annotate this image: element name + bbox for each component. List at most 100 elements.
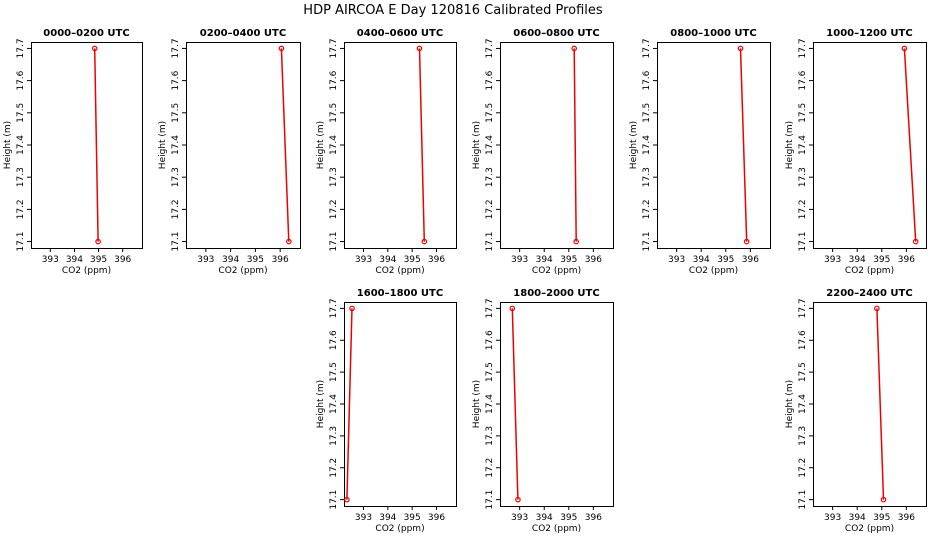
y-tick-label: 17.4 [485,135,495,155]
x-axis-label: CO2 (ppm) [62,266,111,276]
y-tick-label: 17.4 [16,135,26,155]
y-tick-label: 17.3 [16,167,26,187]
profile-panel: 0600–0800 UTC 393 394 395 396 17.1 17.2 17.3 17.… [472,28,614,276]
y-tick-label: 17.1 [798,232,808,252]
plot-frame [813,42,927,249]
y-tick-label: 17.5 [16,103,26,123]
x-tick-label: 393 [824,255,841,265]
y-tick-label: 17.3 [329,426,339,446]
panel-title: 0800–1000 UTC [670,28,756,39]
y-tick-label: 17.6 [485,330,495,350]
profile-line [93,48,99,242]
data-point [573,238,579,245]
profile-line [418,48,426,242]
x-axis-label: CO2 (ppm) [375,524,424,534]
data-point [880,496,887,503]
y-tick-label: 17.6 [329,70,339,90]
x-tick-label: 395 [560,255,577,265]
profile-line [511,308,519,500]
x-tick-label: 393 [511,255,528,265]
x-axis-label: CO2 (ppm) [845,266,894,276]
y-axis-label: Height (m) [3,121,13,169]
panel-title: 1000–1200 UTC [826,28,912,39]
data-point [912,238,919,245]
y-tick-label: 17.6 [798,70,808,90]
x-tick-label: 393 [668,255,685,265]
y-tick-label: 17.1 [642,232,652,252]
plot-frame [344,42,457,249]
data-point [515,496,521,503]
x-tick-label: 393 [824,513,841,523]
x-tick-label: 396 [272,255,289,265]
x-tick-label: 396 [585,255,602,265]
profile-line [573,48,577,242]
x-tick-label: 396 [114,255,131,265]
x-tick-label: 395 [560,513,577,523]
profile-line [280,48,290,242]
x-tick-label: 393 [197,255,214,265]
x-tick-label: 393 [42,255,59,265]
profile-panel: 0000–0200 UTC 393 394 395 396 17.1 17.2 17.3 17.… [3,28,143,276]
panel-title: 0200–0400 UTC [200,28,286,39]
y-tick-label: 17.2 [798,199,808,219]
x-axis-label: CO2 (ppm) [845,524,894,534]
y-tick-label: 17.5 [798,362,808,382]
x-tick-label: 395 [873,255,890,265]
plot-frame [31,42,143,249]
data-point [571,45,577,52]
y-tick-label: 17.3 [642,167,652,187]
x-tick-label: 394 [849,513,866,523]
y-tick-label: 17.3 [329,167,339,187]
data-point [286,238,292,245]
y-axis-label: Height (m) [472,380,482,428]
y-tick-label: 17.2 [171,199,181,219]
data-point [95,238,101,245]
x-tick-label: 395 [90,255,107,265]
y-tick-label: 17.2 [798,458,808,478]
x-tick-label: 393 [355,255,372,265]
profile-panel: 1800–2000 UTC 393 394 395 396 17.1 17.2 17.3 17.… [472,288,614,534]
y-tick-label: 17.7 [798,38,808,58]
plot-frame [186,42,301,249]
y-tick-label: 17.5 [642,103,652,123]
y-tick-label: 17.1 [485,232,495,252]
data-point [874,305,880,312]
y-tick-label: 17.4 [485,394,495,414]
y-tick-label: 17.4 [798,394,808,414]
x-tick-label: 396 [428,255,445,265]
x-tick-label: 394 [66,255,83,265]
y-axis-label: Height (m) [785,380,795,428]
figure-title: HDP AIRCOA E Day 120816 Calibrated Profi… [303,3,603,18]
data-point [344,496,350,503]
y-tick-label: 17.5 [798,103,808,123]
x-tick-label: 395 [717,255,734,265]
x-tick-label: 395 [404,255,421,265]
panel-title: 0000–0200 UTC [43,28,129,39]
y-tick-label: 17.2 [485,458,495,478]
data-point [737,45,744,52]
y-tick-label: 17.7 [485,298,495,318]
x-tick-label: 396 [742,255,759,265]
y-tick-label: 17.1 [171,232,181,252]
y-tick-label: 17.4 [171,135,181,155]
y-tick-label: 17.4 [329,394,339,414]
y-axis-label: Height (m) [785,121,795,169]
y-axis-label: Height (m) [158,121,168,169]
x-axis-label: CO2 (ppm) [689,266,738,276]
panels-grid: 0000–0200 UTC 393 394 395 396 17.1 17.2 17.3 17.… [3,28,927,534]
x-tick-label: 396 [898,255,915,265]
panel-title: 2200–2400 UTC [826,288,912,299]
y-tick-label: 17.6 [798,330,808,350]
y-axis-label: Height (m) [629,121,639,169]
profile-line [903,48,917,242]
y-tick-label: 17.7 [642,38,652,58]
y-tick-label: 17.7 [171,38,181,58]
y-tick-label: 17.4 [642,135,652,155]
x-tick-label: 395 [247,255,264,265]
data-point [349,305,355,312]
profile-line [876,308,885,500]
data-point [278,45,285,52]
y-tick-label: 17.1 [16,232,26,252]
y-tick-label: 17.3 [798,426,808,446]
